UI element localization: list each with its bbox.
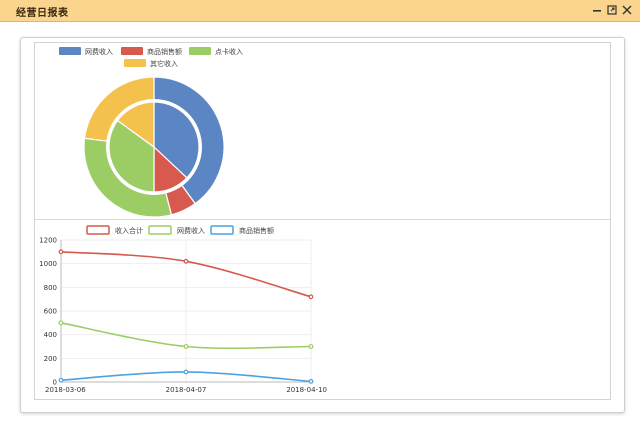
pie-legend-label[interactable]: 其它收入 (150, 59, 178, 68)
pie-legend-swatch[interactable] (124, 59, 146, 67)
line-legend-swatch[interactable] (148, 225, 172, 235)
donut-slice[interactable] (108, 119, 155, 193)
minimize-icon[interactable] (590, 3, 604, 17)
y-tick-label: 1200 (39, 237, 57, 245)
ring-gap (106, 99, 202, 195)
x-tick-label: 2018-04-10 (286, 386, 327, 394)
pie-legend-label[interactable]: 商品销售额 (147, 47, 182, 56)
line-legend-label[interactable]: 收入合计 (115, 226, 143, 235)
line-legend-label[interactable]: 商品销售额 (239, 226, 274, 235)
pie-legend-label[interactable]: 点卡收入 (215, 47, 243, 56)
y-tick-label: 200 (44, 355, 57, 363)
chart-container: 网费收入 商品销售额 点卡收入 其它收入 收入合计 网费收入 商品销售额 0 200 400 60… (34, 42, 611, 400)
line-legend-swatch[interactable] (210, 225, 234, 235)
data-point[interactable] (183, 369, 189, 375)
pie-legend-label[interactable]: 网费收入 (85, 47, 113, 56)
pie-legend-swatch[interactable] (59, 47, 81, 55)
title-bar: 经营日报表 (0, 0, 640, 22)
data-point[interactable] (308, 379, 314, 384)
maximize-icon[interactable] (605, 3, 619, 17)
data-point[interactable] (58, 249, 64, 255)
data-point[interactable] (308, 294, 314, 300)
y-tick-label: 0 (53, 379, 57, 387)
line-legend-label[interactable]: 网费收入 (177, 226, 205, 235)
donut-slice[interactable] (153, 101, 200, 179)
donut-slice[interactable] (116, 101, 155, 149)
x-tick-label: 2018-04-07 (166, 386, 207, 394)
data-point[interactable] (183, 344, 189, 349)
data-point[interactable] (58, 320, 64, 326)
line-chart: 收入合计 网费收入 商品销售额 0 200 400 600 800 1000 1200 2018-0… (39, 225, 327, 394)
y-tick-label: 1000 (39, 260, 57, 268)
chart-divider (35, 219, 610, 220)
close-icon[interactable] (620, 3, 634, 17)
y-tick-label: 800 (44, 284, 57, 292)
pie-legend-swatch[interactable] (189, 47, 211, 55)
line-legend-swatch[interactable] (86, 225, 110, 235)
data-point[interactable] (58, 377, 64, 383)
y-tick-label: 400 (44, 331, 57, 339)
y-tick-label: 600 (44, 308, 57, 316)
window-title: 经营日报表 (16, 8, 69, 19)
pie-legend-swatch[interactable] (121, 47, 143, 55)
data-point[interactable] (183, 258, 189, 264)
x-tick-label: 2018-03-06 (45, 386, 86, 394)
data-point[interactable] (308, 344, 314, 349)
